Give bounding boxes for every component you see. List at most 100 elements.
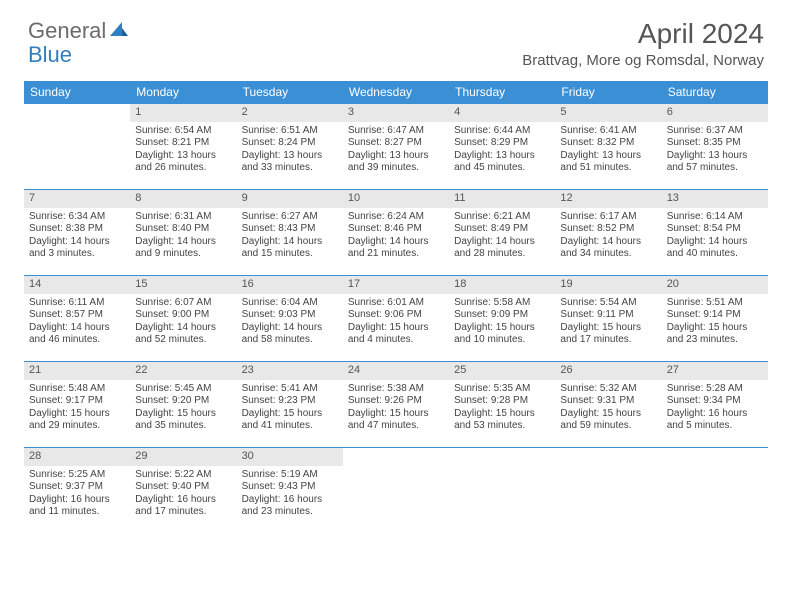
sail-icon	[108, 18, 128, 44]
calendar-cell: 11Sunrise: 6:21 AMSunset: 8:49 PMDayligh…	[449, 189, 555, 275]
daylight-text: Daylight: 16 hours and 17 minutes.	[135, 494, 231, 519]
sunrise-text: Sunrise: 6:47 AM	[348, 125, 444, 138]
day-number: 9	[237, 189, 343, 208]
calendar-cell: 30Sunrise: 5:19 AMSunset: 9:43 PMDayligh…	[237, 447, 343, 533]
calendar-cell: 3Sunrise: 6:47 AMSunset: 8:27 PMDaylight…	[343, 103, 449, 189]
daylight-text: Daylight: 14 hours and 40 minutes.	[667, 236, 763, 261]
daylight-text: Daylight: 15 hours and 23 minutes.	[667, 322, 763, 347]
day-details: Sunrise: 6:07 AMSunset: 9:00 PMDaylight:…	[130, 294, 236, 349]
day-details: Sunrise: 6:27 AMSunset: 8:43 PMDaylight:…	[237, 208, 343, 263]
sunset-text: Sunset: 8:57 PM	[29, 309, 125, 322]
daylight-text: Daylight: 15 hours and 41 minutes.	[242, 408, 338, 433]
sunset-text: Sunset: 9:00 PM	[135, 309, 231, 322]
day-number: 3	[343, 103, 449, 122]
daylight-text: Daylight: 13 hours and 51 minutes.	[560, 150, 656, 175]
daylight-text: Daylight: 14 hours and 21 minutes.	[348, 236, 444, 261]
calendar-cell: 8Sunrise: 6:31 AMSunset: 8:40 PMDaylight…	[130, 189, 236, 275]
calendar-cell: 5Sunrise: 6:41 AMSunset: 8:32 PMDaylight…	[555, 103, 661, 189]
calendar-cell: 27Sunrise: 5:28 AMSunset: 9:34 PMDayligh…	[662, 361, 768, 447]
calendar-body: 1Sunrise: 6:54 AMSunset: 8:21 PMDaylight…	[24, 103, 768, 533]
day-details: Sunrise: 6:47 AMSunset: 8:27 PMDaylight:…	[343, 122, 449, 177]
sunrise-text: Sunrise: 6:54 AM	[135, 125, 231, 138]
sunrise-text: Sunrise: 5:32 AM	[560, 383, 656, 396]
day-details: Sunrise: 6:37 AMSunset: 8:35 PMDaylight:…	[662, 122, 768, 177]
daylight-text: Daylight: 15 hours and 17 minutes.	[560, 322, 656, 347]
sunset-text: Sunset: 9:28 PM	[454, 395, 550, 408]
calendar-cell: 20Sunrise: 5:51 AMSunset: 9:14 PMDayligh…	[662, 275, 768, 361]
daylight-text: Daylight: 14 hours and 52 minutes.	[135, 322, 231, 347]
sunset-text: Sunset: 9:34 PM	[667, 395, 763, 408]
day-number: 24	[343, 361, 449, 380]
day-details: Sunrise: 5:32 AMSunset: 9:31 PMDaylight:…	[555, 380, 661, 435]
sunset-text: Sunset: 9:37 PM	[29, 481, 125, 494]
sunrise-text: Sunrise: 5:25 AM	[29, 469, 125, 482]
day-number: 5	[555, 103, 661, 122]
daylight-text: Daylight: 15 hours and 10 minutes.	[454, 322, 550, 347]
sunrise-text: Sunrise: 5:41 AM	[242, 383, 338, 396]
day-details: Sunrise: 6:21 AMSunset: 8:49 PMDaylight:…	[449, 208, 555, 263]
daylight-text: Daylight: 15 hours and 47 minutes.	[348, 408, 444, 433]
calendar-cell: 4Sunrise: 6:44 AMSunset: 8:29 PMDaylight…	[449, 103, 555, 189]
day-number: 12	[555, 189, 661, 208]
calendar-cell: 2Sunrise: 6:51 AMSunset: 8:24 PMDaylight…	[237, 103, 343, 189]
sunset-text: Sunset: 9:14 PM	[667, 309, 763, 322]
day-details: Sunrise: 5:28 AMSunset: 9:34 PMDaylight:…	[662, 380, 768, 435]
calendar-cell: 1Sunrise: 6:54 AMSunset: 8:21 PMDaylight…	[130, 103, 236, 189]
daylight-text: Daylight: 14 hours and 58 minutes.	[242, 322, 338, 347]
sunset-text: Sunset: 8:29 PM	[454, 137, 550, 150]
day-number: 7	[24, 189, 130, 208]
calendar-cell: 22Sunrise: 5:45 AMSunset: 9:20 PMDayligh…	[130, 361, 236, 447]
sunrise-text: Sunrise: 6:27 AM	[242, 211, 338, 224]
sunset-text: Sunset: 9:06 PM	[348, 309, 444, 322]
daylight-text: Daylight: 15 hours and 53 minutes.	[454, 408, 550, 433]
sunset-text: Sunset: 9:40 PM	[135, 481, 231, 494]
calendar-head: SundayMondayTuesdayWednesdayThursdayFrid…	[24, 81, 768, 103]
calendar-cell: 16 Sunrise: 6:04 AMSunset: 9:03 PMDayligh…	[237, 275, 343, 361]
sunset-text: Sunset: 9:03 PM	[242, 309, 338, 322]
sunrise-text: Sunrise: 6:34 AM	[29, 211, 125, 224]
day-number: 4	[449, 103, 555, 122]
daylight-text: Daylight: 14 hours and 3 minutes.	[29, 236, 125, 261]
day-details: Sunrise: 5:25 AMSunset: 9:37 PMDaylight:…	[24, 466, 130, 521]
day-number: 11	[449, 189, 555, 208]
calendar-cell: 10Sunrise: 6:24 AMSunset: 8:46 PMDayligh…	[343, 189, 449, 275]
sunrise-text: Sunrise: 5:58 AM	[454, 297, 550, 310]
day-details: Sunrise: 5:38 AMSunset: 9:26 PMDaylight:…	[343, 380, 449, 435]
calendar-cell: 24Sunrise: 5:38 AMSunset: 9:26 PMDayligh…	[343, 361, 449, 447]
day-details: Sunrise: 6:14 AMSunset: 8:54 PMDaylight:…	[662, 208, 768, 263]
day-details: Sunrise: 5:22 AMSunset: 9:40 PMDaylight:…	[130, 466, 236, 521]
daylight-text: Daylight: 15 hours and 4 minutes.	[348, 322, 444, 347]
daylight-text: Daylight: 13 hours and 57 minutes.	[667, 150, 763, 175]
daylight-text: Daylight: 15 hours and 59 minutes.	[560, 408, 656, 433]
weekday-header: Tuesday	[237, 81, 343, 103]
day-number: 13	[662, 189, 768, 208]
sunrise-text: Sunrise: 6:17 AM	[560, 211, 656, 224]
calendar-table: SundayMondayTuesdayWednesdayThursdayFrid…	[24, 81, 768, 533]
day-details: Sunrise: 5:48 AMSunset: 9:17 PMDaylight:…	[24, 380, 130, 435]
sunset-text: Sunset: 8:49 PM	[454, 223, 550, 236]
day-details: Sunrise: 6:44 AMSunset: 8:29 PMDaylight:…	[449, 122, 555, 177]
sunrise-text: Sunrise: 6:31 AM	[135, 211, 231, 224]
sunset-text: Sunset: 9:20 PM	[135, 395, 231, 408]
sunset-text: Sunset: 9:09 PM	[454, 309, 550, 322]
calendar-cell	[24, 103, 130, 189]
day-number: 28	[24, 447, 130, 466]
sunrise-text: Sunrise: 5:38 AM	[348, 383, 444, 396]
day-number: 21	[24, 361, 130, 380]
sunrise-text: Sunrise: 6:21 AM	[454, 211, 550, 224]
sunrise-text: Sunrise: 5:19 AM	[242, 469, 338, 482]
daylight-text: Daylight: 16 hours and 23 minutes.	[242, 494, 338, 519]
sunrise-text: Sunrise: 6:14 AM	[667, 211, 763, 224]
day-number: 29	[130, 447, 236, 466]
daylight-text: Daylight: 14 hours and 34 minutes.	[560, 236, 656, 261]
sunrise-text: Sunrise: 5:54 AM	[560, 297, 656, 310]
sunset-text: Sunset: 8:32 PM	[560, 137, 656, 150]
logo-text-2: Blue	[28, 42, 72, 68]
sunrise-text: Sunrise: 6:04 AM	[242, 297, 338, 310]
sunset-text: Sunset: 8:27 PM	[348, 137, 444, 150]
weekday-header: Monday	[130, 81, 236, 103]
calendar-cell: 12Sunrise: 6:17 AMSunset: 8:52 PMDayligh…	[555, 189, 661, 275]
day-number: 16	[237, 275, 343, 294]
weekday-header: Wednesday	[343, 81, 449, 103]
sunset-text: Sunset: 8:38 PM	[29, 223, 125, 236]
